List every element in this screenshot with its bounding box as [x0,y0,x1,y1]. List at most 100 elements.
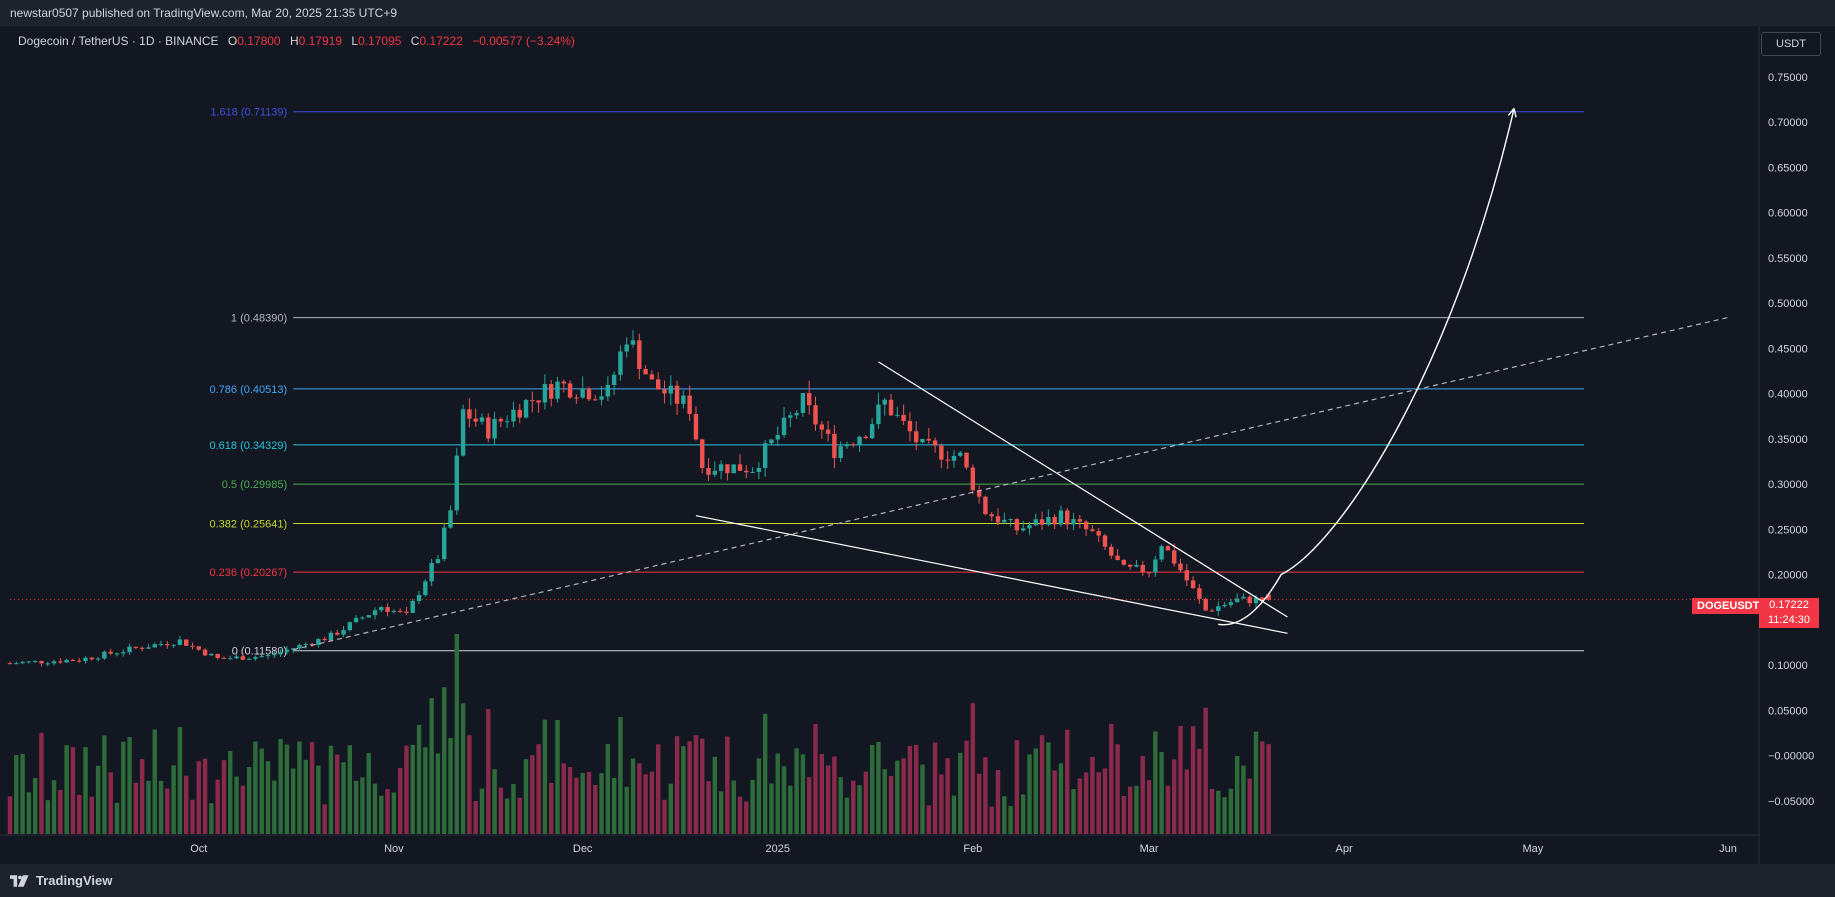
candle-body [542,384,548,403]
candle-body [442,527,447,560]
candle-body [253,656,258,659]
volume-bar [454,634,460,834]
volume-bar [1109,723,1114,834]
price-tick-label: 0.70000 [1768,117,1808,129]
candle-body [328,632,334,641]
candle-body [737,464,743,471]
volume-bar [58,789,63,834]
change-value: −0.00577 (−3.24%) [472,34,575,48]
volume-bar [611,777,617,834]
candle-body [1083,521,1089,530]
tradingview-brand[interactable]: TradingView [36,873,113,888]
candle-body [1234,598,1240,603]
volume-bar [668,783,673,834]
candle-body [435,559,441,563]
close-value: 0.17222 [419,34,463,48]
volume-bar [1146,780,1152,834]
volume-bar [624,786,629,834]
volume-bar [492,769,497,834]
tradingview-logo-icon[interactable] [10,874,30,888]
currency-button[interactable]: USDT [1761,32,1821,56]
candle-body [139,647,145,649]
volume-bar [228,751,233,834]
candle-body [1027,525,1032,529]
time-axis: Oct Nov Dec 2025 Feb Mar Apr May Jun [190,843,1737,855]
candle-body [876,404,881,425]
volume-bar [473,801,478,834]
volume-bar [970,703,976,834]
candle-body [970,467,976,491]
candle-body [404,611,409,613]
candle-body [26,661,32,663]
volume-bar [561,763,566,834]
volume-bar [353,780,359,834]
volume-bar [1090,756,1095,834]
symbol-name: Dogecoin / TetherUS · 1D · BINANCE [18,34,219,48]
volume-bar [655,744,661,834]
volume-bar [913,744,919,834]
candle-body [1247,596,1252,604]
candle-body [593,399,598,401]
volume-bar [958,752,963,834]
volume-bar [165,788,170,834]
volume-bar [976,773,982,834]
volume-bar [1222,797,1227,834]
volume-bar [775,753,780,834]
volume-bar [133,782,139,834]
volume-bar [700,738,705,834]
volume-bar [523,759,529,834]
volume-bar [687,741,692,834]
candle-body [397,610,403,612]
candle-body [372,610,378,616]
candle-body [1046,517,1051,525]
volume-bar [1014,740,1020,834]
volume-bar [404,745,409,834]
candle-body [1071,519,1076,525]
candle-body [492,418,497,439]
candle-body [366,615,371,618]
volume-bar [423,747,428,834]
close-label: C [410,34,420,48]
volume-bar [397,768,403,834]
fib-retracement: 0 (0.11580) 0.236 (0.20267) 0.382 (0.25641… [10,107,1759,658]
candle-body [605,385,611,397]
volume-bar [825,765,831,834]
candle-body [869,424,875,439]
volume-bar [649,771,655,834]
volume-bar [920,764,925,834]
candle-body [807,393,812,406]
bar-countdown: 11:24:30 [1767,614,1810,626]
time-tick-label: May [1523,843,1544,855]
time-tick-label: Dec [573,843,593,855]
candle-body [548,384,554,399]
price-tick-label: −0.00000 [1768,751,1814,763]
candle-body [523,400,529,418]
candle-body [794,413,799,416]
volume-bar [479,788,485,834]
volume-bar [121,741,126,834]
volume-bar [45,800,50,834]
volume-bar [360,777,365,834]
volume-bar [372,783,378,834]
volume-bar [1058,763,1064,834]
candle-body [1253,597,1259,604]
candle-body [649,374,655,380]
candle-body [813,405,818,425]
volume-bar [442,687,447,834]
price-tick-label: 0.75000 [1768,72,1808,84]
candle-body [1127,564,1133,567]
candle-body [498,418,504,422]
volume-bar [246,766,252,834]
candle-body [706,467,711,475]
chart-canvas[interactable]: 0 (0.11580) 0.236 (0.20267) 0.382 (0.25641… [0,26,1835,864]
candle-body [240,656,246,660]
candle-body [1020,528,1026,531]
volume-bar [486,709,491,834]
volume-bar [1065,729,1070,834]
volume-bar [895,760,900,834]
volume-bar [1033,748,1038,834]
volume-bar [1096,772,1101,834]
candle-body [20,662,25,664]
volume-bar [177,727,183,834]
volume-bar [391,792,397,834]
